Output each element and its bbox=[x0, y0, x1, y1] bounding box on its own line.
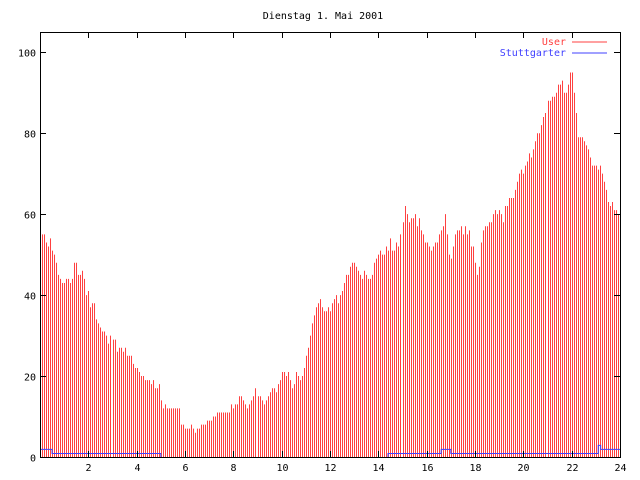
y-tick-label: 80 bbox=[24, 130, 36, 141]
legend-label-stuttgarter: Stuttgarter bbox=[500, 48, 566, 59]
y-tick-label: 60 bbox=[24, 211, 36, 222]
chart-title: Dienstag 1. Mai 2001 bbox=[263, 11, 383, 22]
y-tick-label: 0 bbox=[30, 454, 36, 465]
x-tick-label: 10 bbox=[276, 463, 288, 474]
legend-label-user: User bbox=[542, 37, 566, 48]
x-tick-label: 18 bbox=[469, 463, 481, 474]
y-tick-label: 40 bbox=[24, 292, 36, 303]
y-tick-label: 20 bbox=[24, 373, 36, 384]
legend: User Stuttgarter bbox=[500, 37, 607, 59]
x-tick-label: 2 bbox=[85, 463, 91, 474]
x-tick-label: 22 bbox=[566, 463, 578, 474]
x-tick-label: 12 bbox=[324, 463, 336, 474]
x-tick-label: 24 bbox=[614, 463, 626, 474]
stuttgarter-line bbox=[40, 444, 620, 458]
x-tick-label: 8 bbox=[230, 463, 236, 474]
y-tick-label: 100 bbox=[18, 49, 36, 60]
x-tick-label: 6 bbox=[182, 463, 188, 474]
x-tick-label: 4 bbox=[134, 463, 140, 474]
x-tick-label: 16 bbox=[421, 463, 433, 474]
x-tick-label: 14 bbox=[372, 463, 384, 474]
x-tick-label: 20 bbox=[517, 463, 529, 474]
user-impulses bbox=[40, 72, 619, 457]
